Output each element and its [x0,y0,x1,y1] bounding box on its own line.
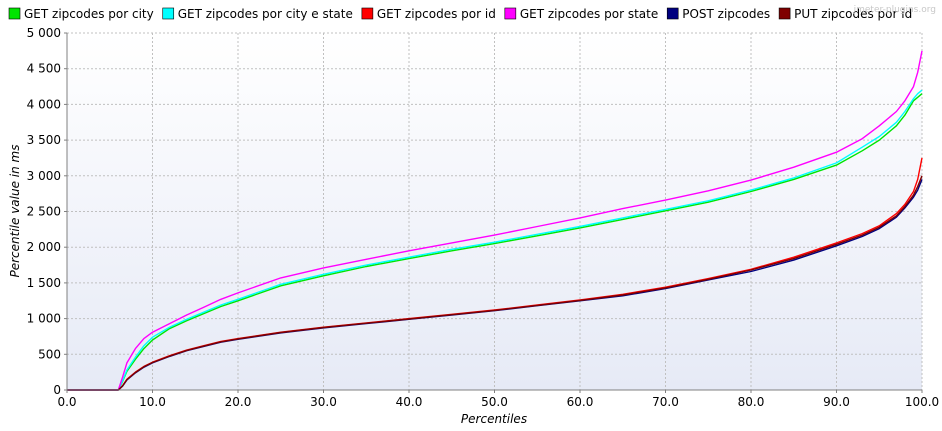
x-tick-label: 80.0 [738,395,765,409]
watermark: jmeter-plugins.org [853,5,936,15]
legend-label: POST zipcodes [682,7,770,21]
series-line-2 [67,89,923,391]
y-tick-labels: 0 500 1 000 1 500 2 000 2 500 3 000 3 500 4 000 4… [27,26,67,397]
y-tick-label: 4 500 [27,62,61,76]
legend-label: GET zipcodes por state [520,7,658,21]
legend-swatch [666,7,679,20]
legend-item-5: POST zipcodes [666,7,770,21]
legend-label: GET zipcodes por city [24,7,154,21]
x-tick-label: 70.0 [652,395,679,409]
legend-item-4: GET zipcodes por state [504,7,658,21]
legend-item-6: PUT zipcodes por id [778,7,912,21]
x-tick-label: 10.0 [139,395,166,409]
x-tick-label: 30.0 [310,395,337,409]
legend-swatch [361,7,374,20]
x-axis-title: Percentiles [461,412,527,426]
x-tick-label: 100.0 [905,395,939,409]
y-tick-label: 1 000 [27,312,61,326]
y-axis-title: Percentile value in ms [8,145,22,278]
legend-label: GET zipcodes por id [377,7,496,21]
x-tick-label: 20.0 [225,395,252,409]
legend-item-1: GET zipcodes por city [8,7,154,21]
x-tick-label: 60.0 [567,395,594,409]
y-tick-label: 2 500 [27,205,61,219]
legend-label: GET zipcodes por city e state [178,7,353,21]
legend-swatch [162,7,175,20]
y-tick-label: 1 500 [27,276,61,290]
y-tick-label: 5 000 [27,26,61,40]
series-line-4 [67,50,923,391]
legend: GET zipcodes por city GET zipcodes por ci… [8,7,912,21]
grid-lines [67,32,923,390]
legend-swatch [504,7,517,20]
y-tick-label: 0 [53,383,61,397]
x-tick-label: 50.0 [481,395,508,409]
series-line-1 [67,93,923,391]
series-line-6 [67,175,923,391]
y-tick-label: 2 000 [27,240,61,254]
x-tick-label: 0.0 [57,395,76,409]
legend-swatch [8,7,21,20]
legend-item-2: GET zipcodes por city e state [162,7,353,21]
y-tick-label: 3 500 [27,133,61,147]
series-lines [67,50,923,391]
x-tick-label: 90.0 [823,395,850,409]
y-tick-label: 4 000 [27,97,61,111]
x-tick-labels: 0.0 10.0 20.0 30.0 40.0 50.0 60.0 70.0 80.0 90.0 1… [57,390,939,409]
legend-label: PUT zipcodes por id [794,7,912,21]
legend-item-3: GET zipcodes por id [361,7,496,21]
legend-swatch [778,7,791,20]
x-tick-label: 40.0 [396,395,423,409]
y-tick-label: 500 [38,347,61,361]
y-tick-label: 3 000 [27,169,61,183]
